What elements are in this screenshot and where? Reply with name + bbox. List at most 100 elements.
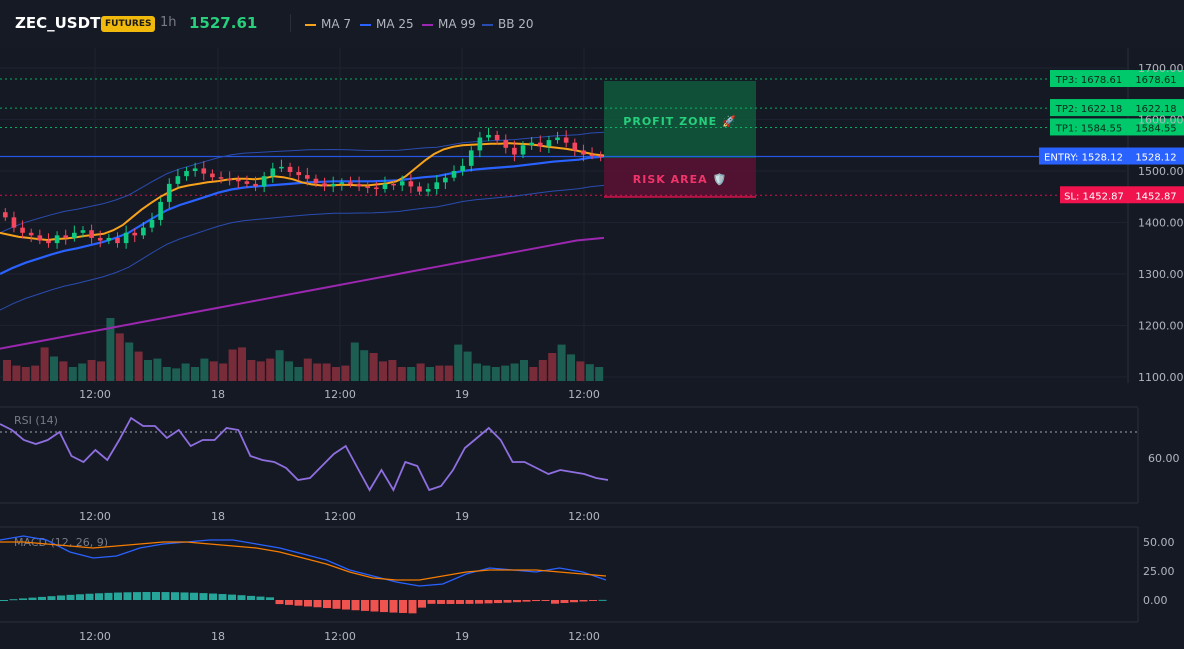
macd-histogram-bar	[19, 598, 27, 600]
candle	[149, 219, 155, 228]
candle	[270, 168, 276, 177]
volume-bar	[294, 367, 303, 381]
candle	[468, 150, 474, 166]
ma7-line	[0, 142, 605, 242]
tp1-tag-label: TP1: 1584.55	[1055, 123, 1122, 134]
volume-bar	[435, 365, 444, 381]
legend-bb20-label: BB 20	[498, 17, 534, 31]
candle	[296, 172, 301, 176]
volume-bar	[50, 356, 58, 381]
macd-histogram-bar	[532, 600, 540, 602]
macd-histogram-bar	[418, 600, 426, 608]
sl-axis-tag	[1128, 186, 1184, 204]
legend-ma7[interactable]: MA 7	[305, 16, 351, 32]
macd-histogram-bar	[456, 600, 464, 604]
timeframe-label[interactable]: 1h	[160, 15, 177, 30]
time-axis-label: 18	[211, 510, 225, 523]
candle	[434, 182, 440, 190]
volume-bar	[21, 367, 30, 381]
macd-histogram-bar	[285, 600, 293, 605]
bb-lower-line	[0, 184, 605, 311]
macd-histogram-bar	[133, 592, 141, 600]
macd-histogram-bar	[228, 594, 236, 600]
volume-bar	[548, 353, 557, 381]
volume-bar	[510, 363, 519, 381]
volume-bar	[379, 361, 387, 381]
macd-histogram-bar	[152, 592, 160, 600]
symbol-name[interactable]: ZEC_USDT	[15, 14, 101, 32]
tp1-axis-value: 1584.55	[1135, 123, 1176, 134]
macd-histogram-bar	[218, 594, 227, 600]
macd-histogram-bar	[560, 600, 569, 603]
macd-histogram-bar	[237, 595, 246, 600]
volume-bar	[454, 344, 463, 381]
candle	[503, 140, 509, 148]
macd-histogram-bar	[323, 600, 331, 609]
legend-ma7-label: MA 7	[321, 17, 352, 31]
legend-ma99[interactable]: MA 99	[422, 16, 476, 32]
time-axis-label: 12:00	[568, 630, 600, 643]
candle	[20, 227, 25, 233]
candle	[132, 232, 138, 236]
tp3-tag-label: TP3: 1678.61	[1055, 75, 1122, 86]
candle	[97, 237, 103, 241]
price-axis-label: 1300.00	[1138, 268, 1184, 281]
candle	[408, 181, 414, 187]
candle	[365, 186, 371, 188]
volume-bar	[444, 365, 453, 381]
volume-bar	[520, 360, 528, 381]
tp2-tag-label: TP2: 1622.18	[1055, 104, 1122, 115]
header-divider	[290, 14, 291, 32]
candle	[572, 142, 578, 151]
candle	[529, 142, 534, 146]
macd-histogram-bar	[408, 600, 417, 614]
candle	[417, 186, 422, 192]
candle	[72, 232, 77, 238]
volume-bar	[3, 360, 11, 381]
candle	[581, 150, 586, 155]
chart-header: ZEC_USDT FUTURES 1h 1527.61 MA 7 MA 25 M…	[0, 0, 1184, 48]
candle	[279, 166, 284, 169]
volume-bar	[162, 367, 171, 381]
time-axis-label: 19	[455, 388, 469, 401]
legend-bb20[interactable]: BB 20	[482, 16, 534, 32]
macd-histogram-bar	[114, 592, 122, 600]
candle	[512, 147, 517, 155]
macd-histogram-bar	[427, 600, 436, 604]
macd-histogram-bar	[446, 600, 455, 604]
macd-histogram-bar	[370, 600, 379, 612]
candle	[356, 183, 362, 187]
volume-bar	[322, 363, 331, 381]
macd-histogram-bar	[579, 600, 588, 602]
candle	[451, 171, 457, 178]
volume-bar	[482, 365, 491, 381]
macd-histogram-bar	[142, 592, 151, 600]
macd-histogram-bar	[589, 600, 597, 601]
macd-histogram-bar	[389, 600, 398, 613]
volume-bar	[228, 349, 237, 381]
time-axis-label: 12:00	[568, 510, 600, 523]
ma99-swatch-icon	[422, 23, 433, 26]
time-axis-label: 18	[211, 388, 225, 401]
volume-bar	[360, 350, 369, 381]
legend-ma25[interactable]: MA 25	[360, 16, 414, 32]
volume-bar	[59, 361, 68, 381]
candle	[563, 137, 569, 143]
volume-bar	[407, 367, 416, 381]
volume-bar	[247, 360, 256, 381]
time-axis-label: 12:00	[324, 630, 356, 643]
volume-bar	[538, 360, 547, 381]
volume-bar	[426, 367, 434, 381]
volume-bar	[87, 360, 96, 381]
ma7-swatch-icon	[305, 23, 316, 26]
volume-bar	[416, 363, 425, 381]
candle	[425, 189, 431, 192]
volume-bar	[153, 358, 162, 381]
macd-histogram-bar	[380, 600, 388, 613]
legend-ma99-label: MA 99	[438, 17, 476, 31]
macd-histogram-bar	[28, 597, 37, 600]
volume-bar	[388, 360, 397, 381]
candle	[123, 232, 129, 244]
volume-bar	[473, 363, 481, 381]
